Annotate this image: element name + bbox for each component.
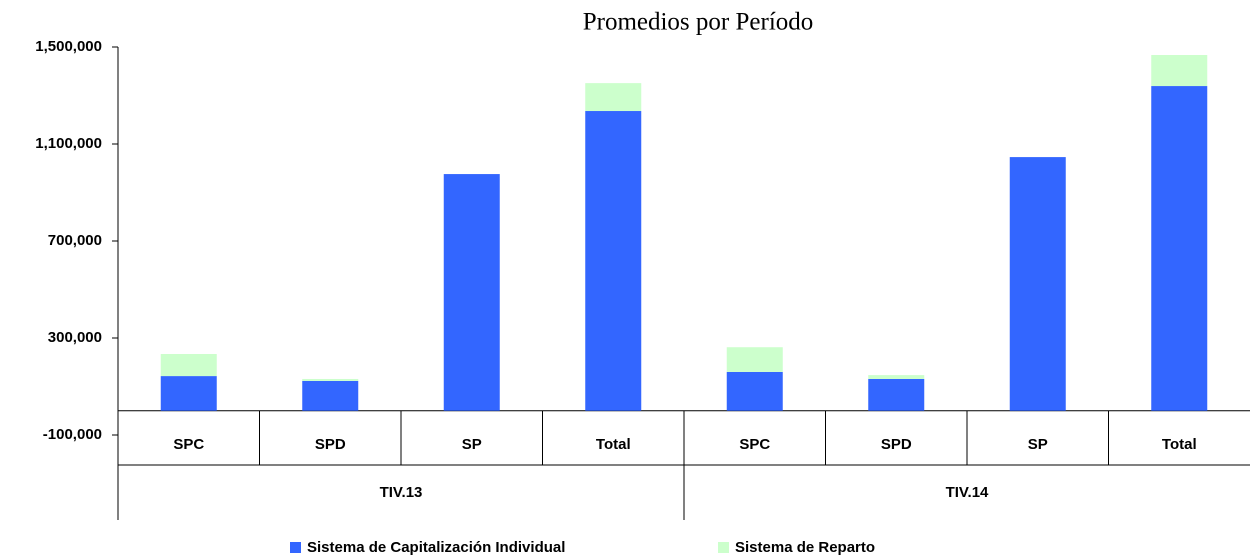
- x-tick-label: Total: [1162, 436, 1197, 453]
- bar: [443, 174, 500, 411]
- x-tick-label: SP: [462, 436, 482, 453]
- bar: [585, 111, 642, 411]
- legend-swatch: [718, 542, 729, 553]
- group-label: TIV.14: [946, 484, 989, 501]
- x-tick-label: SPC: [739, 436, 770, 453]
- bar: [160, 376, 217, 411]
- group-label: TIV.13: [380, 484, 423, 501]
- legend-label: Sistema de Reparto: [735, 539, 875, 556]
- y-tick-label: 700,000: [48, 232, 102, 249]
- x-tick-label: SPC: [173, 436, 204, 453]
- chart-title: Promedios por Período: [583, 9, 814, 36]
- legend-swatch: [290, 542, 301, 553]
- bar: [726, 371, 783, 411]
- bar: [868, 375, 925, 379]
- bar: [726, 347, 783, 372]
- bar: [868, 378, 925, 411]
- bar: [1151, 86, 1208, 411]
- x-tick-label: SPD: [315, 436, 346, 453]
- bar: [160, 354, 217, 377]
- bar: [302, 378, 359, 381]
- y-tick-label: 1,100,000: [35, 135, 102, 152]
- y-tick-label: 1,500,000: [35, 38, 102, 55]
- bar: [1009, 157, 1066, 411]
- y-tick-label: -100,000: [43, 426, 102, 443]
- x-tick-label: SP: [1028, 436, 1048, 453]
- x-tick-label: SPD: [881, 436, 912, 453]
- bar: [1151, 55, 1208, 87]
- x-tick-label: Total: [596, 436, 631, 453]
- bar: [302, 380, 359, 411]
- legend-label: Sistema de Capitalización Individual: [307, 539, 565, 556]
- bar: [585, 83, 642, 112]
- y-tick-label: 300,000: [48, 329, 102, 346]
